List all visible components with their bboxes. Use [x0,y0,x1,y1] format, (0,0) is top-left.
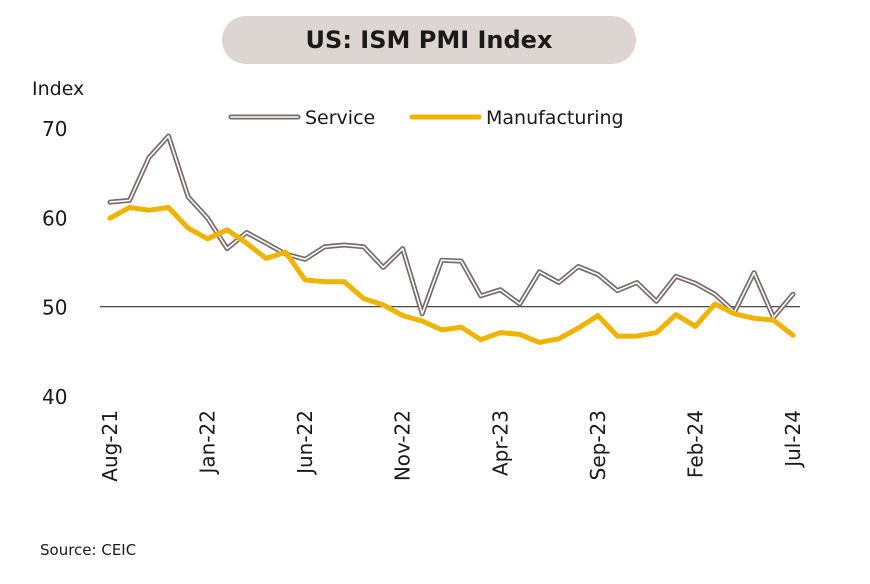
series-lines [107,133,796,345]
legend-label-manufacturing: Manufacturing [486,107,624,129]
x-tick-label: Nov-22 [391,410,415,481]
y-ticks: 40 50 60 70 [42,117,67,409]
x-tick-label: Sep-23 [586,410,610,480]
y-tick-label: 70 [42,117,67,141]
chart-title: US: ISM PMI Index [305,26,553,54]
x-tick-label: Aug-21 [98,410,122,482]
x-ticks: Aug-21 Jan-22 Jun-22 Nov-22 Apr-23 Sep-23 Feb-… [98,410,805,482]
x-tick-label: Feb-24 [683,410,707,478]
x-tick-label: Jul-24 [781,410,805,469]
x-tick-label: Jun-22 [293,410,317,476]
x-tick-label: Jan-22 [196,410,220,476]
legend: Service Manufacturing [228,107,624,129]
legend-label-service: Service [305,107,375,129]
series-line-manufacturing [107,205,796,345]
x-tick-label: Apr-23 [488,410,512,476]
y-tick-label: 40 [42,385,67,409]
y-axis-label: Index [32,78,85,100]
y-tick-label: 60 [42,206,67,230]
source-note: Source: CEIC [40,541,137,559]
y-tick-label: 50 [42,296,67,320]
series-line-service-inner [109,135,794,319]
chart-title-pill: US: ISM PMI Index [222,16,636,64]
